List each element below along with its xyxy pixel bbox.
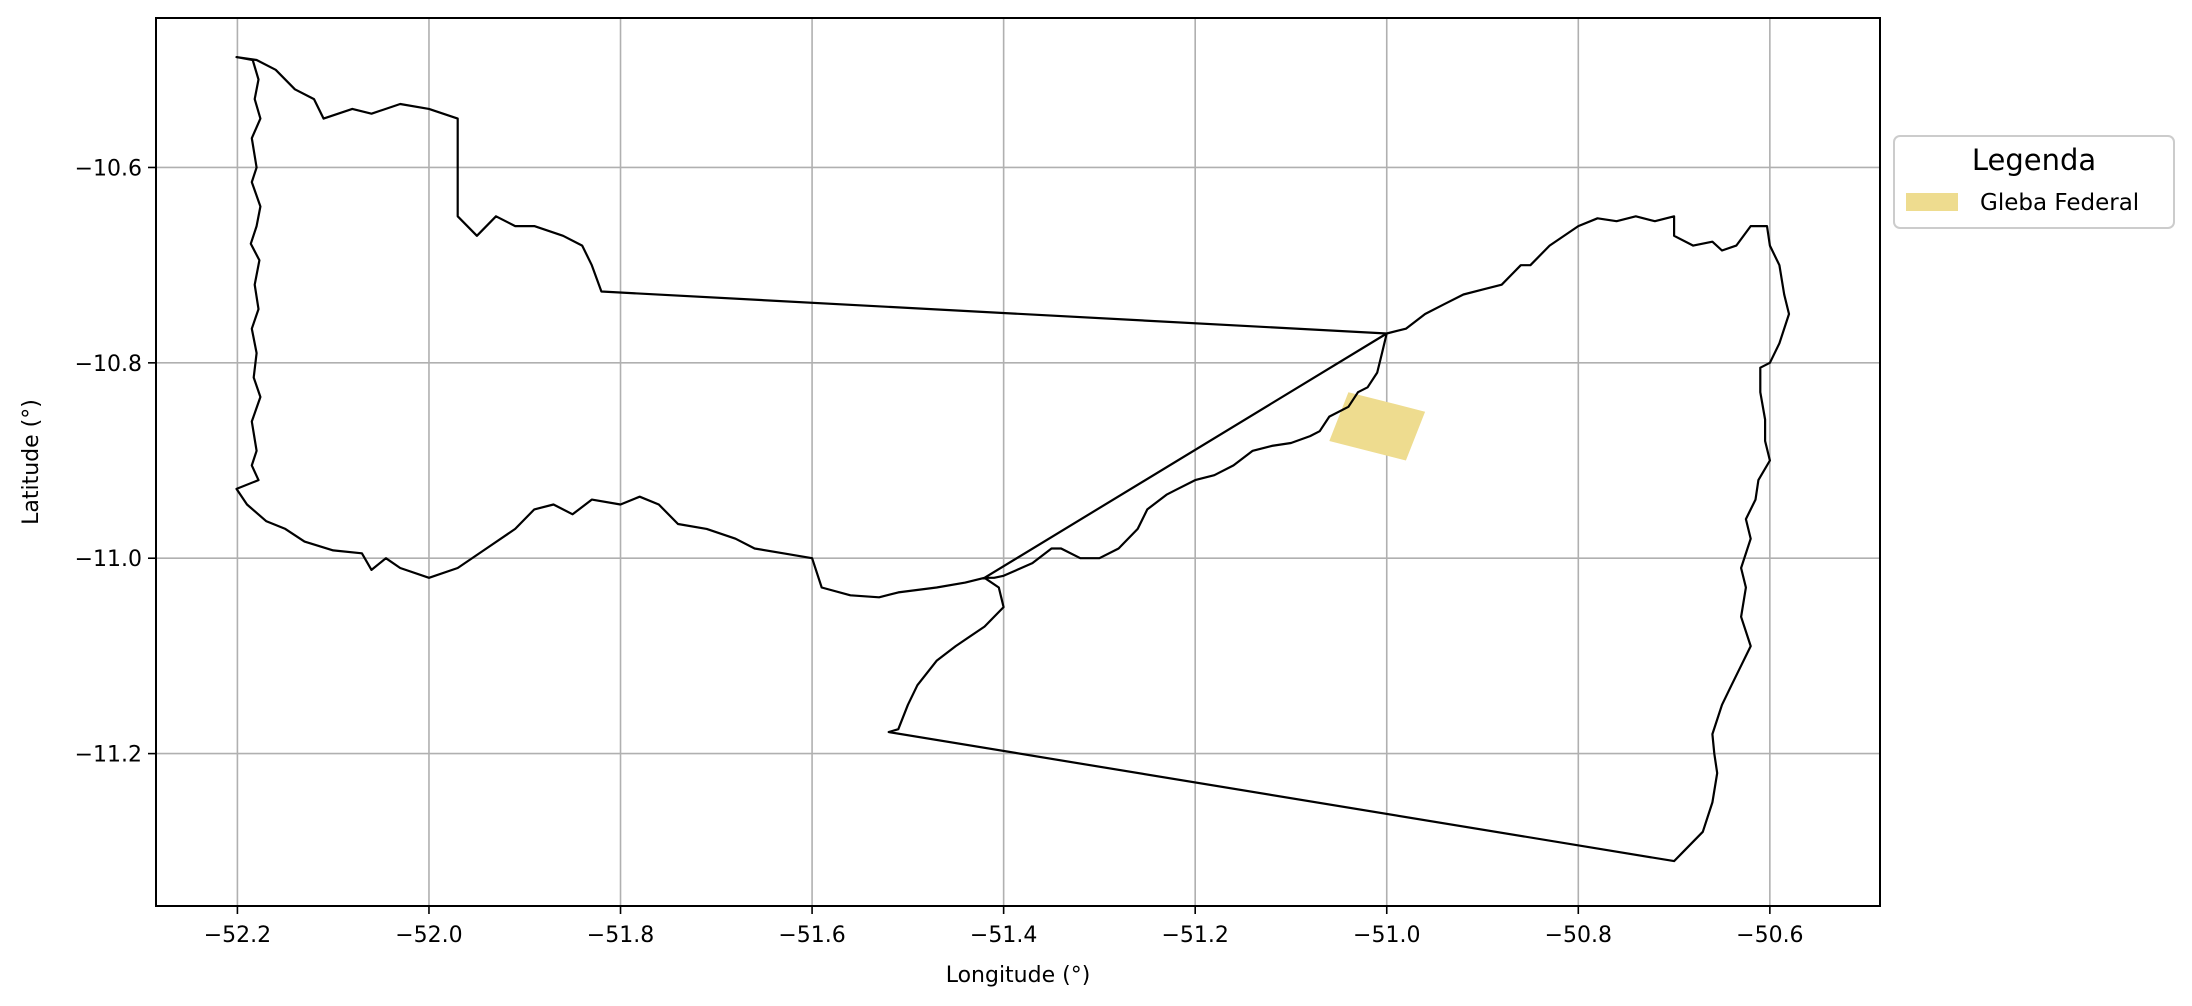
legend: Legenda Gleba Federal bbox=[1893, 135, 2175, 229]
municipal-boundary bbox=[235, 55, 1791, 863]
x-tick-label: −51.2 bbox=[1161, 923, 1228, 948]
x-tick-label: −51.6 bbox=[778, 923, 845, 948]
x-tick-label: −52.2 bbox=[204, 923, 271, 948]
y-tick-label: −11.0 bbox=[75, 547, 142, 572]
legend-entry-label: Gleba Federal bbox=[1980, 190, 2139, 216]
x-tick-label: −51.0 bbox=[1353, 923, 1420, 948]
x-tick-label: −50.8 bbox=[1545, 923, 1612, 948]
y-tick-label: −10.6 bbox=[75, 156, 142, 181]
y-tick-label: −11.2 bbox=[75, 743, 142, 768]
plot-frame bbox=[155, 17, 1881, 907]
y-tick-label: −10.8 bbox=[75, 352, 142, 377]
x-axis-label: Longitude (°) bbox=[946, 963, 1091, 988]
axis-ticks: −52.2 −52.0 −51.8 −51.6 −51.4 −51.2 −51.0 −50.8… bbox=[75, 156, 1804, 948]
legend-title: Legenda bbox=[1972, 143, 2096, 177]
x-tick-label: −52.0 bbox=[395, 923, 462, 948]
map-layers bbox=[235, 55, 1791, 863]
x-tick-label: −51.8 bbox=[587, 923, 654, 948]
legend-frame bbox=[1893, 135, 2175, 229]
gleba-federal-area bbox=[1329, 392, 1426, 461]
y-axis-label: Latitude (°) bbox=[19, 399, 44, 525]
legend-swatch-gleba-federal bbox=[1906, 193, 1958, 211]
x-tick-label: −50.6 bbox=[1736, 923, 1803, 948]
x-tick-label: −51.4 bbox=[970, 923, 1037, 948]
